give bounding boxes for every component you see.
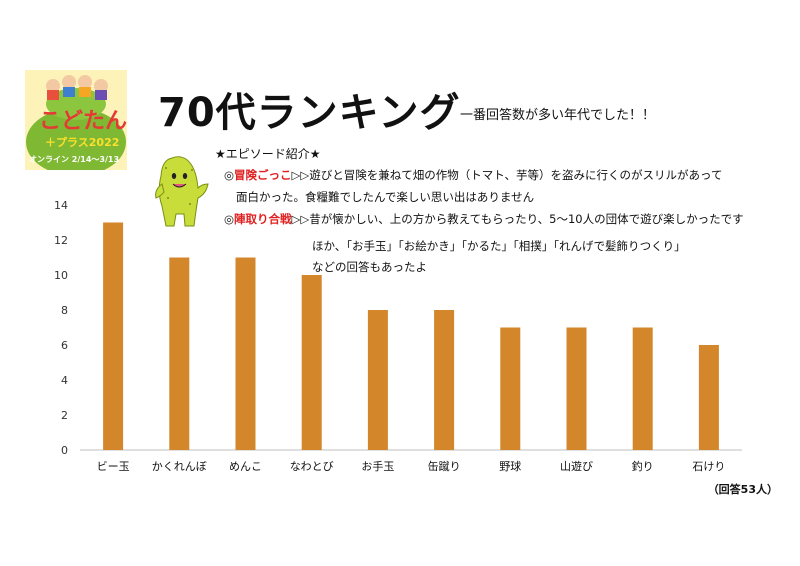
event-logo: こどたん ＋プラス2022 オンライン 2/14〜3/13 bbox=[25, 70, 127, 170]
bar bbox=[500, 327, 521, 450]
other-answers-note: などの回答もあったよ bbox=[312, 260, 427, 274]
x-category-label: 野球 bbox=[499, 459, 521, 473]
logo-graphic: こどたん ＋プラス2022 オンライン 2/14〜3/13 bbox=[26, 75, 127, 170]
episode-item: ◎冒険ごっこ▷▷遊びと冒険を兼ねて畑の作物（トマト、芋等）を盗みに行くのがスリル… bbox=[224, 167, 722, 183]
page-subtitle: 一番回答数が多い年代でした！！ bbox=[460, 108, 656, 123]
x-category-label: 石けり bbox=[692, 460, 725, 473]
bar bbox=[698, 345, 719, 450]
logo-line1: こどたん bbox=[39, 109, 127, 134]
y-tick-label: 0 bbox=[61, 444, 68, 457]
logo-line2: ＋プラス2022 bbox=[45, 135, 119, 149]
y-tick-label: 12 bbox=[54, 234, 68, 247]
episode-key: 冒険ごっこ bbox=[234, 168, 292, 182]
y-tick-label: 14 bbox=[54, 199, 68, 212]
x-category-label: 缶蹴り bbox=[428, 459, 461, 473]
episode-heading: ★エピソード紹介★ bbox=[215, 147, 321, 161]
other-answers: ほか、「お手玉」「お絵かき」「かるた」「相撲」「れんげで髪飾りつくり」 bbox=[312, 239, 686, 253]
episode-arrow: ▷▷ bbox=[291, 168, 310, 182]
logo-line3: オンライン 2/14〜3/13 bbox=[29, 155, 119, 164]
x-category-label: 山遊び bbox=[560, 459, 593, 473]
bar bbox=[566, 327, 587, 450]
y-tick-label: 8 bbox=[61, 304, 68, 317]
x-category-label: なわとび bbox=[290, 460, 334, 473]
mascot-illustration bbox=[155, 156, 209, 227]
y-tick-label: 6 bbox=[61, 339, 68, 352]
episode-marker: ◎ bbox=[224, 168, 235, 182]
y-tick-label: 10 bbox=[54, 269, 68, 282]
bar bbox=[632, 327, 653, 450]
bar bbox=[103, 222, 124, 450]
episode-item: ◎陣取り合戦▷▷昔が懐かしい、上の方から教えてもらったり、5〜10人の団体で遊び… bbox=[224, 211, 744, 227]
x-category-label: ビー玉 bbox=[97, 460, 130, 473]
x-category-label: お手玉 bbox=[361, 459, 394, 473]
episode-marker: ◎ bbox=[224, 212, 235, 226]
bar bbox=[169, 257, 190, 450]
episode-arrow: ▷▷ bbox=[291, 212, 310, 226]
y-tick-label: 4 bbox=[61, 374, 68, 387]
bar bbox=[434, 310, 455, 450]
page-title: 70代ランキング bbox=[158, 90, 461, 136]
episode-key: 陣取り合戦 bbox=[234, 212, 292, 226]
episode-text-cont: 面白かった。食糧難でしたんで楽しい思い出はありません bbox=[236, 190, 535, 204]
episode-text: 昔が懐かしい、上の方から教えてもらったり、5〜10人の団体で遊び楽しかったです bbox=[309, 212, 744, 226]
x-category-label: かくれんぼ bbox=[152, 460, 207, 473]
episode-text: 遊びと冒険を兼ねて畑の作物（トマト、芋等）を盗みに行くのがスリルがあって bbox=[309, 168, 723, 182]
x-category-label: めんこ bbox=[229, 460, 262, 473]
bar bbox=[235, 257, 256, 450]
bar bbox=[367, 310, 388, 450]
x-category-label: 釣り bbox=[632, 459, 654, 473]
y-tick-label: 2 bbox=[61, 409, 68, 422]
respondent-count: （回答53人） bbox=[707, 483, 778, 496]
bar bbox=[301, 275, 322, 450]
